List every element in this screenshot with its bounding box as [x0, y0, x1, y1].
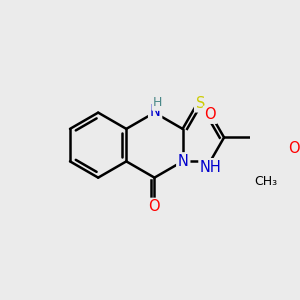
Text: CH₃: CH₃	[254, 176, 277, 188]
Text: N: N	[178, 154, 189, 169]
Text: O: O	[204, 107, 216, 122]
Text: O: O	[288, 141, 300, 156]
Text: H: H	[153, 96, 162, 110]
Text: NH: NH	[200, 160, 222, 175]
Text: O: O	[148, 200, 160, 214]
Text: N: N	[150, 104, 160, 119]
Text: S: S	[196, 96, 205, 111]
